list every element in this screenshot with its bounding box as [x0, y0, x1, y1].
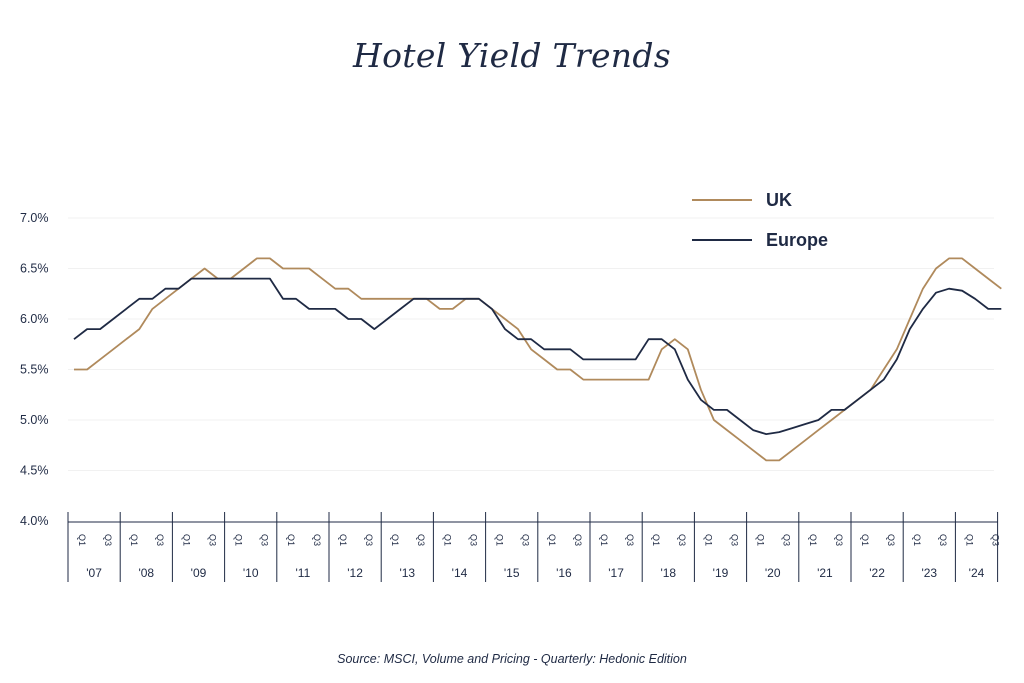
- quarter-tick-label: Q1: [234, 534, 244, 546]
- y-tick-label: 7.0%: [20, 211, 49, 225]
- quarter-tick-label: Q3: [103, 534, 113, 546]
- quarter-tick-label: Q3: [990, 534, 1000, 546]
- year-tick-label: '18: [660, 566, 676, 580]
- series-line-uk: [74, 257, 1002, 462]
- quarter-tick-label: Q1: [651, 534, 661, 546]
- quarter-tick-label: Q1: [860, 534, 870, 546]
- quarter-tick-label: Q1: [77, 534, 87, 546]
- year-tick-label: '20: [765, 566, 781, 580]
- y-tick-label: 5.0%: [20, 413, 49, 427]
- quarter-tick-label: Q1: [129, 534, 139, 546]
- year-tick-label: '14: [452, 566, 468, 580]
- year-tick-label: '17: [608, 566, 624, 580]
- quarter-tick-label: Q1: [599, 534, 609, 546]
- quarter-tick-label: Q3: [416, 534, 426, 546]
- year-tick-label: '07: [86, 566, 102, 580]
- quarter-tick-label: Q1: [703, 534, 713, 546]
- quarter-tick-label: Q3: [625, 534, 635, 546]
- y-tick-label: 6.5%: [20, 262, 49, 276]
- quarter-tick-label: Q1: [338, 534, 348, 546]
- quarter-tick-label: Q1: [964, 534, 974, 546]
- y-tick-label: 4.0%: [20, 514, 49, 528]
- quarter-tick-label: Q3: [782, 534, 792, 546]
- quarter-tick-label: Q3: [260, 534, 270, 546]
- year-tick-label: '15: [504, 566, 520, 580]
- quarter-tick-label: Q3: [886, 534, 896, 546]
- legend: UK Europe: [692, 190, 828, 250]
- year-tick-label: '09: [191, 566, 207, 580]
- quarter-tick-label: Q3: [468, 534, 478, 546]
- quarter-tick-label: Q3: [729, 534, 739, 546]
- quarter-tick-label: Q1: [547, 534, 557, 546]
- year-tick-label: '10: [243, 566, 259, 580]
- series-lines: [73, 257, 1002, 462]
- y-tick-label: 5.5%: [20, 363, 49, 377]
- gridlines: [68, 217, 994, 471]
- year-tick-label: '13: [399, 566, 415, 580]
- quarter-tick-label: Q1: [286, 534, 296, 546]
- year-tick-label: '24: [969, 566, 985, 580]
- legend-label-uk: UK: [766, 190, 792, 210]
- quarter-tick-label: Q1: [756, 534, 766, 546]
- source-note: Source: MSCI, Volume and Pricing - Quart…: [337, 652, 687, 666]
- quarter-tick-label: Q1: [495, 534, 505, 546]
- year-tick-label: '23: [921, 566, 937, 580]
- chart-title: Hotel Yield Trends: [353, 36, 671, 75]
- quarter-tick-label: Q3: [677, 534, 687, 546]
- quarter-tick-label: Q3: [312, 534, 322, 546]
- quarter-tick-label: Q3: [521, 534, 531, 546]
- legend-label-europe: Europe: [766, 230, 828, 250]
- quarter-tick-label: Q1: [808, 534, 818, 546]
- quarter-tick-label: Q1: [390, 534, 400, 546]
- year-tick-label: '22: [869, 566, 885, 580]
- quarter-tick-label: Q3: [207, 534, 217, 546]
- year-tick-label: '08: [138, 566, 154, 580]
- y-axis-ticks: 4.0% 4.5% 5.0% 5.5% 6.0% 6.5% 7.0%: [20, 211, 49, 528]
- quarter-tick-label: Q1: [181, 534, 191, 546]
- year-tick-label: '16: [556, 566, 572, 580]
- year-tick-label: '12: [347, 566, 363, 580]
- year-tick-label: '11: [296, 566, 311, 580]
- series-line-europe: [73, 277, 1002, 436]
- x-axis: Q1 Q3 '07 Q1 Q3 '08 Q1 Q3 '09 Q1 Q3 '10 Q1 Q3 '11 Q1 Q3 '…: [67, 512, 1000, 582]
- year-tick-label: '21: [817, 566, 833, 580]
- y-tick-label: 4.5%: [20, 464, 49, 478]
- quarter-tick-label: Q1: [912, 534, 922, 546]
- quarter-tick-label: Q3: [573, 534, 583, 546]
- quarter-tick-label: Q1: [442, 534, 452, 546]
- quarter-tick-label: Q3: [938, 534, 948, 546]
- year-tick-label: '19: [713, 566, 729, 580]
- y-tick-label: 6.0%: [20, 312, 49, 326]
- quarter-tick-label: Q3: [834, 534, 844, 546]
- quarter-tick-label: Q3: [155, 534, 165, 546]
- quarter-tick-label: Q3: [364, 534, 374, 546]
